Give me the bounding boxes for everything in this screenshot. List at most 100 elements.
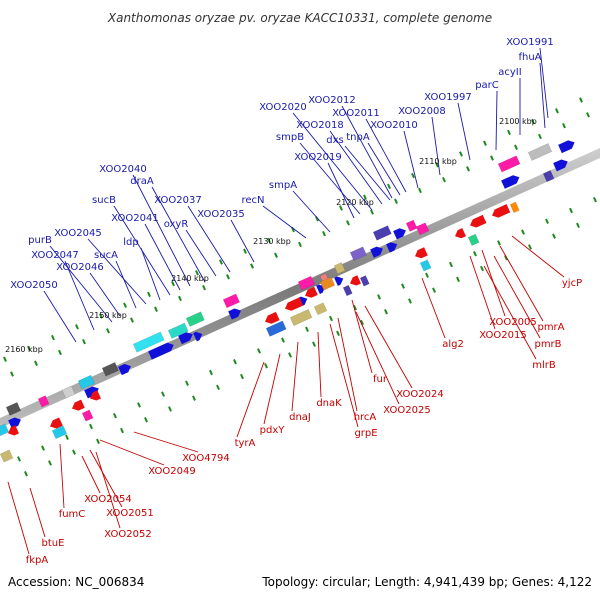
gene-label-xoo2041: XOO2041 xyxy=(111,213,158,224)
tick-mark xyxy=(243,248,247,254)
reverse-gene-block xyxy=(90,390,101,401)
forward-gene-block xyxy=(178,332,193,345)
leader-line xyxy=(469,255,496,330)
leader-line xyxy=(539,47,549,119)
leader-line xyxy=(230,219,255,263)
gene-label-xoo2005: XOO2005 xyxy=(489,317,536,328)
tick-mark xyxy=(99,313,103,319)
tick-mark xyxy=(305,326,309,332)
leader-line xyxy=(431,116,441,176)
forward-gene-block xyxy=(84,386,99,399)
tick-mark xyxy=(233,359,237,365)
reverse-gene-block xyxy=(492,204,511,218)
leader-line xyxy=(185,229,217,277)
tick-mark xyxy=(346,220,350,226)
tick-mark xyxy=(435,162,439,168)
tick-mark xyxy=(528,244,532,250)
gene-block xyxy=(313,302,328,316)
label-leader-lines xyxy=(7,47,565,555)
leader-line xyxy=(43,290,77,343)
kbp-label: 2120 kbp xyxy=(336,198,374,207)
leader-line xyxy=(329,130,383,205)
gene-block xyxy=(37,395,50,408)
gene-block xyxy=(333,262,346,275)
tick-mark xyxy=(75,324,79,330)
gene-label-xoo2010: XOO2010 xyxy=(370,120,417,131)
leader-line xyxy=(327,162,355,219)
tick-mark xyxy=(531,118,535,125)
gene-label-grpe: grpE xyxy=(354,428,377,439)
tick-mark xyxy=(329,315,333,322)
tick-mark xyxy=(171,280,175,287)
gene-label-xoo2018: XOO2018 xyxy=(296,120,343,131)
tick-mark xyxy=(387,183,391,190)
gene-label-dnaj: dnaJ xyxy=(289,412,311,423)
gene-block xyxy=(542,170,555,183)
gene-label-fumc: fumC xyxy=(59,509,86,520)
gene-label-xoo2011: XOO2011 xyxy=(332,108,379,119)
leader-line xyxy=(151,186,206,283)
leader-line xyxy=(499,245,544,322)
tick-mark xyxy=(411,172,415,179)
reverse-gene-block xyxy=(350,275,361,286)
tick-mark xyxy=(113,413,117,419)
tick-mark xyxy=(442,176,446,183)
tick-mark xyxy=(82,338,86,345)
tick-mark xyxy=(281,337,285,343)
leader-line xyxy=(115,260,137,309)
leader-line xyxy=(329,323,359,428)
tick-mark xyxy=(576,222,580,229)
gene-block xyxy=(101,362,119,377)
gene-block xyxy=(0,423,10,438)
leader-line xyxy=(133,431,199,453)
gene-label-draa: draA xyxy=(130,176,154,187)
tick-mark xyxy=(490,155,494,161)
tick-mark xyxy=(137,402,141,408)
tick-mark xyxy=(497,240,501,246)
tick-mark xyxy=(219,259,223,265)
gene-label-xoo2040: XOO2040 xyxy=(99,164,146,175)
tick-mark xyxy=(593,197,597,203)
tick-mark xyxy=(322,230,326,237)
tick-mark xyxy=(154,306,158,312)
leader-line xyxy=(64,260,95,331)
gene-label-btue: btuE xyxy=(42,538,65,549)
gene-block xyxy=(297,275,315,291)
forward-gene-block xyxy=(298,296,308,307)
tick-mark xyxy=(408,298,412,304)
gene-label-yjcp: yjcP xyxy=(562,278,582,289)
tick-mark xyxy=(363,194,367,200)
gene-labels: XOO1991 fhuA acyII parC XOO1997 XOO2008 XOO201… xyxy=(10,37,582,566)
gene-block xyxy=(527,143,553,161)
leader-line xyxy=(236,361,265,438)
gene-label-xoo2035: XOO2035 xyxy=(197,209,244,220)
reverse-gene-block xyxy=(470,214,487,228)
tick-mark xyxy=(240,373,244,380)
tick-mark xyxy=(507,129,511,136)
kbp-label: 2100 kbp xyxy=(499,117,537,126)
tick-mark xyxy=(418,187,422,194)
tick-mark xyxy=(106,328,110,334)
gene-label-xoo2046: XOO2046 xyxy=(56,262,103,273)
gene-label-acyii: acyII xyxy=(498,67,521,78)
gene-block xyxy=(319,276,336,291)
tick-mark xyxy=(545,218,549,224)
reverse-gene-block xyxy=(455,228,466,239)
tick-mark xyxy=(579,97,583,103)
gene-label-xoo2025: XOO2025 xyxy=(383,405,430,416)
gene-label-xoo2012: XOO2012 xyxy=(308,95,355,106)
leader-line xyxy=(365,118,407,193)
tick-mark xyxy=(144,417,148,423)
gene-label-xoo2008: XOO2008 xyxy=(398,106,445,117)
leader-line xyxy=(95,451,121,529)
tick-mark xyxy=(48,460,52,466)
gene-label-xoo2024: XOO2024 xyxy=(396,389,443,400)
tick-mark xyxy=(226,274,230,280)
tick-mark xyxy=(24,471,28,477)
gene-label-xoo2019: XOO2019 xyxy=(294,152,341,163)
tick-mark xyxy=(34,360,38,366)
gene-block xyxy=(349,246,367,262)
leader-line xyxy=(187,205,231,273)
leader-line xyxy=(539,62,546,129)
